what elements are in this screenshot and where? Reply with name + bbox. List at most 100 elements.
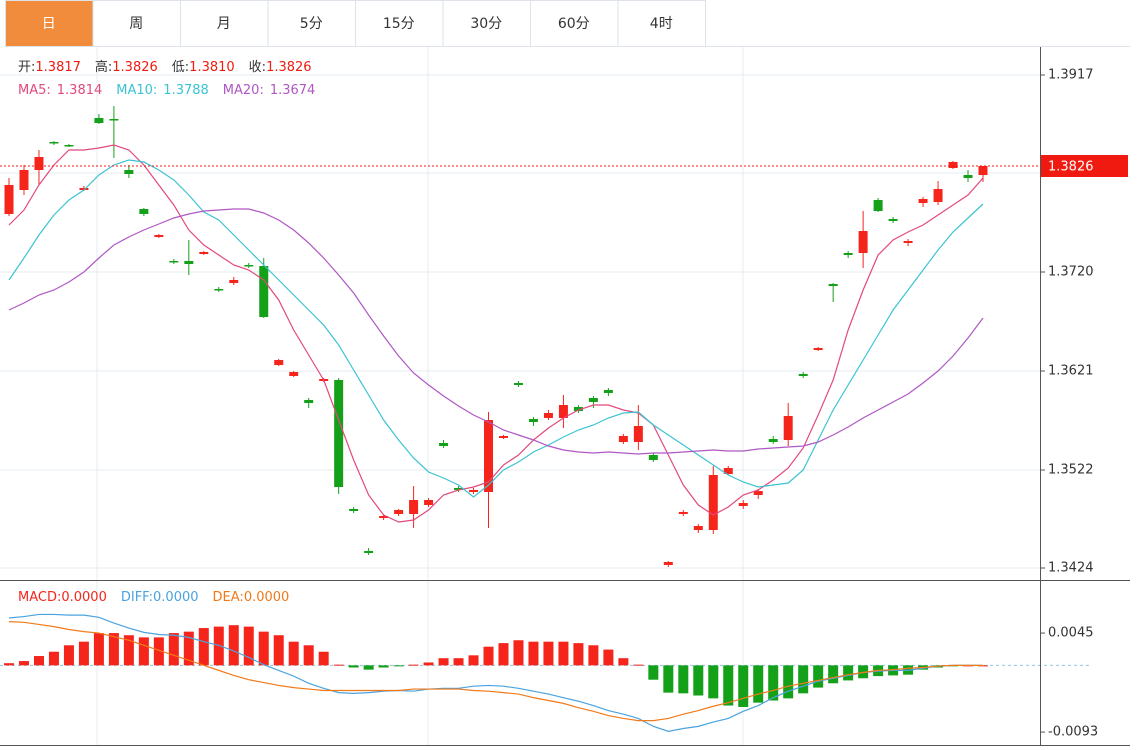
candle-body [543,413,553,418]
candle-body [124,170,134,174]
macd-bar [438,658,449,666]
candle-body [169,261,179,263]
macd-bar [63,645,74,666]
legend-value: 1.3814 [57,83,103,98]
legend-value: 0.0000 [61,590,107,605]
tab[interactable] [5,0,94,47]
legend: MA5: 1.3814 MA10: 1.3788 MA20: 1.3674 [18,83,315,98]
macd-bar [333,664,344,666]
macd-bar [678,665,689,694]
candle-body [484,420,494,492]
macd-bar [798,665,809,694]
tab[interactable] [92,0,181,47]
macd-bar [783,665,794,699]
macd-bar [168,633,179,666]
candle-body [633,426,643,442]
macd-bar [108,633,119,666]
legend-name: 高: [95,59,112,75]
candle-body [439,443,449,446]
candle-body [903,241,913,243]
macd-bar [813,665,824,688]
macd-bar [363,665,374,670]
ma-line [8,159,984,498]
macd-bar [723,665,734,706]
candle-body [843,253,853,255]
tab[interactable] [617,0,706,47]
legend-name: MA20: [223,83,264,98]
macd-bar [588,645,599,666]
macd-line [8,620,983,722]
macd-bar [303,645,314,666]
legend-name: MA10: [116,83,157,98]
candle-body [513,383,523,385]
last-price-box [1041,155,1128,177]
ma-line [8,144,984,523]
macd-bar [18,661,29,666]
tab-label[interactable]: 5分 [300,16,323,32]
macd-bar [348,665,359,668]
candle-body [603,390,613,393]
legend-name: 开: [18,60,35,75]
macd-bar [453,658,464,666]
candle-body [678,512,688,514]
legend: 开:1.3817 高:1.3826 低:1.3810 收:1.3826 [18,59,312,75]
tab-label[interactable]: 30分 [470,16,502,32]
macd-bar [468,655,479,666]
macd-bar [528,641,539,666]
macd-bar [603,649,614,666]
candle-body [783,416,793,440]
candle-body [469,490,479,492]
grid [0,47,1040,745]
candle-body [813,348,823,350]
macd-bar [243,626,254,666]
tab-label[interactable]: 60分 [558,16,590,32]
y-tick-label: 0.0045 [1048,626,1094,641]
candle-body [199,252,209,254]
macd-bar [753,665,764,703]
macd-bar [198,628,209,666]
macd-bar [828,665,839,684]
legend-value: 1.3826 [112,60,158,75]
tab-label[interactable]: 月 [217,16,231,32]
macd-bar [4,663,14,666]
macd-bar [483,646,494,666]
macd-bar [408,664,419,666]
candle-body [858,231,868,253]
candle-body [738,503,748,506]
legend-value: 1.3810 [189,60,235,75]
y-tick-label: 1.3424 [1048,561,1094,576]
frame [0,46,1130,746]
tab[interactable] [530,0,619,47]
tab-label[interactable]: 15分 [383,16,415,32]
macd-bar [708,665,719,699]
y-tick-label: 1.3720 [1048,265,1094,280]
legend-name: MACD: [18,590,61,605]
macd-bar [573,643,584,666]
tab-label[interactable]: 周 [129,16,143,32]
macd-bar [33,656,44,666]
legend-value: 0.0000 [244,590,290,605]
candle-body [648,455,658,460]
candle-body [409,500,419,514]
macd-bar [273,635,284,666]
legend: MACD:0.0000 DIFF:0.0000 DEA:0.0000 [18,590,289,605]
candle-body [918,199,928,203]
tab-label[interactable]: 4时 [650,16,673,32]
macd-bar [78,641,89,666]
macd-bar [768,665,779,701]
macd-bar [843,665,854,681]
macd-bar [183,631,194,666]
candle-body [289,372,299,376]
macd-bar [48,651,59,666]
candle-body [304,400,314,403]
candle-body [64,145,74,147]
candle-body [663,562,673,565]
candle-body [828,284,838,286]
tab-bar: 日 周 月 5分 15分 30分 60分 4时 [5,0,706,47]
macd-bar [258,631,269,666]
tab-label[interactable]: 日 [42,16,56,32]
macd-bar [138,637,149,666]
candle-body [454,488,464,490]
candle-body [109,119,119,121]
candle-body [978,166,988,175]
